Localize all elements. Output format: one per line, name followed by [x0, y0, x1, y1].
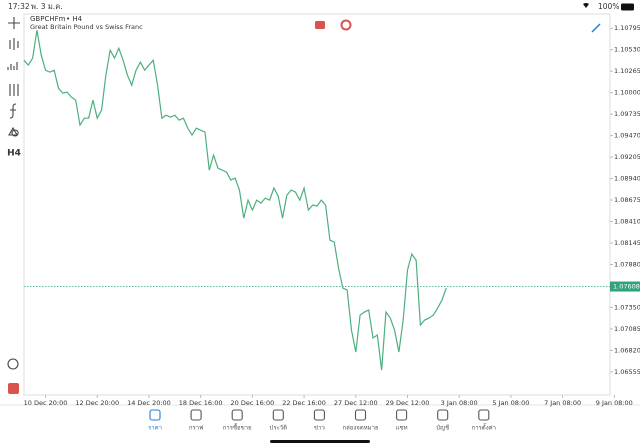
x-tick-label: 22 Dec 16:00 [282, 399, 326, 407]
tab-label[interactable]: ประวัติ [270, 425, 288, 432]
objects-tool[interactable] [8, 126, 19, 137]
x-tick-label: 14 Dec 20:00 [127, 399, 171, 407]
left-toolbar[interactable] [7, 17, 20, 370]
status-time: 17:32 [8, 2, 30, 11]
y-tick-label: 1.08410 [614, 218, 640, 226]
y-tick-label: 1.09735 [614, 110, 640, 118]
tab-icon[interactable] [231, 409, 243, 421]
y-tick-label: 1.09470 [614, 132, 640, 140]
current-price-label: 1.07608 [613, 283, 640, 291]
y-tick-label: 1.08145 [614, 239, 640, 247]
home-indicator [270, 440, 370, 443]
settings-tool[interactable] [9, 84, 19, 96]
tab-bar: ราคา กราฟ การซื้อขาย ประวัติ ข่าว กล่องจดหมาย… [148, 409, 496, 432]
wifi-icon [583, 2, 589, 8]
tab-label[interactable]: แชท [396, 425, 408, 432]
function-tool[interactable] [9, 103, 17, 119]
x-tick-label: 12 Dec 20:00 [75, 399, 119, 407]
y-tick-label: 1.08940 [614, 175, 640, 183]
x-tick-label: 29 Dec 12:00 [386, 399, 430, 407]
x-tick-label: 20 Dec 16:00 [231, 399, 275, 407]
x-tick-label: 9 Jan 08:00 [596, 399, 633, 407]
tab-icon[interactable] [272, 409, 284, 421]
price-line [23, 30, 447, 371]
tab-label[interactable]: กราฟ [189, 425, 203, 432]
y-tick-label: 1.07085 [614, 325, 640, 333]
y-tick-label: 1.10265 [614, 67, 640, 75]
tab-icon[interactable] [190, 409, 202, 421]
chart-type-tool[interactable] [9, 38, 19, 50]
chart-frame [23, 13, 611, 396]
timeframe-button[interactable]: H4 [7, 149, 21, 159]
y-tick-label: 1.09205 [614, 153, 640, 161]
tab-label[interactable]: การซื้อขาย [223, 422, 252, 432]
y-tick-label: 1.10530 [614, 46, 640, 54]
one-click-button[interactable] [340, 19, 352, 31]
draw-button[interactable] [591, 23, 601, 33]
y-tick-label: 1.08675 [614, 196, 640, 204]
app-icon[interactable] [8, 383, 19, 394]
y-tick-label: 1.07350 [614, 303, 640, 311]
tab-label[interactable]: กล่องจดหมาย [342, 425, 378, 432]
tab-label[interactable]: การตั้งค่า [472, 422, 496, 432]
period: • H4 [66, 15, 83, 23]
tab-icon[interactable] [313, 409, 325, 421]
symbol: GBPCHFm [30, 15, 66, 23]
crosshair-tool[interactable] [8, 17, 20, 29]
y-tick-label: 1.06820 [614, 346, 640, 354]
trade-button[interactable] [315, 21, 325, 29]
x-tick-label: 7 Jan 08:00 [544, 399, 581, 407]
tab-icon[interactable] [149, 409, 161, 421]
tab-label[interactable]: ข่าว [314, 425, 325, 432]
x-tick-label: 5 Jan 08:00 [492, 399, 529, 407]
status-date: พ. 3 ม.ค. [31, 2, 63, 11]
tab-label[interactable]: บัญชี [436, 424, 449, 432]
symbol-description: Great Britain Pound vs Swiss Franc [30, 23, 143, 31]
y-tick-label: 1.10795 [614, 24, 640, 32]
tab-label[interactable]: ราคา [148, 425, 162, 432]
search-tool[interactable] [7, 358, 19, 370]
y-tick-label: 1.07880 [614, 260, 640, 268]
tab-icon[interactable] [354, 409, 367, 421]
tab-icon[interactable] [396, 409, 408, 421]
y-tick-label: 1.10000 [614, 89, 640, 97]
tab-icon[interactable] [437, 409, 449, 421]
current-price-box [610, 281, 640, 292]
tab-icon[interactable] [478, 409, 490, 421]
indicator-tool[interactable] [7, 62, 18, 70]
x-tick-label: 10 Dec 20:00 [24, 399, 68, 407]
x-tick-label: 27 Dec 12:00 [334, 399, 378, 407]
y-tick-label: 1.06555 [614, 368, 640, 376]
x-tick-label: 18 Dec 16:00 [179, 399, 223, 407]
status-battery: 100% [598, 2, 619, 11]
x-tick-label: 3 Jan 08:00 [441, 399, 478, 407]
battery-icon [621, 3, 634, 11]
